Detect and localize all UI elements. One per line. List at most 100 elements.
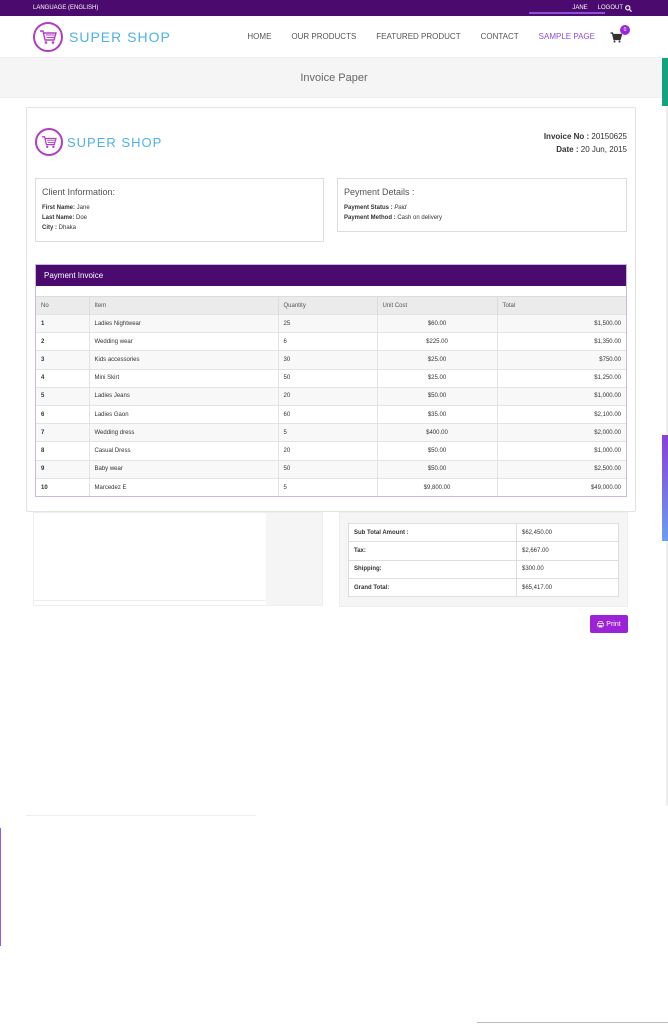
row-unit-cost: $25.00 <box>377 368 498 388</box>
info-row: Client Information: First Name: Jane Las… <box>27 156 635 242</box>
table-row: 4 Mini Skirt 50 $25.00 $1,250.00 <box>36 368 626 388</box>
row-quantity: 60 <box>278 404 378 424</box>
brand-logo[interactable]: SUPER SHOP <box>33 21 171 52</box>
totals-label: Shipping: <box>348 559 517 579</box>
row-quantity: 20 <box>278 386 378 406</box>
logout-label[interactable]: LOGOUT <box>597 5 623 11</box>
totals-box: Sub Total Amount : $62,450.00 Tax: $2,667.0… <box>339 512 628 607</box>
row-unit-cost: $225.00 <box>377 332 498 351</box>
first-name-value: Jane <box>75 205 90 211</box>
row-unit-cost: $400.00 <box>377 423 498 442</box>
row-unit-cost: $35.00 <box>377 404 498 424</box>
col-unit-cost: Unit Cost <box>377 296 498 315</box>
totals-label: Sub Total Amount : <box>348 522 517 543</box>
col-quantity: Quantity <box>278 296 378 315</box>
invoice-card: SUPER SHOP Invoice No : 20150625 Date : … <box>26 107 636 512</box>
page-title: Invoice Paper <box>300 71 368 84</box>
footer-divider <box>26 815 256 816</box>
invoice-number: Invoice No : 20150625 <box>544 130 627 143</box>
cart-button[interactable]: 0 <box>610 25 630 48</box>
top-bar-right: JANE LOGOUT <box>572 4 632 12</box>
client-first-name: First Name: Jane <box>42 203 317 213</box>
client-info-box: Client Information: First Name: Jane Las… <box>35 178 324 242</box>
print-label[interactable]: Print <box>606 620 621 628</box>
row-item: Ladies Gaon <box>89 404 279 424</box>
logout-link[interactable]: LOGOUT <box>597 4 632 12</box>
nav-our-products[interactable]: OUR PRODUCTS <box>291 32 357 41</box>
row-item: Mini Skirt <box>89 368 279 388</box>
payment-status-value: Paid <box>392 205 407 211</box>
col-no: No <box>36 296 90 315</box>
totals-row: Shipping: $300.00 <box>348 559 619 579</box>
row-no: 3 <box>36 350 90 370</box>
row-total: $2,100.00 <box>497 404 626 424</box>
nav-sample-page[interactable]: SAMPLE PAGE <box>528 12 606 41</box>
totals-row: Sub Total Amount : $62,450.00 <box>348 522 619 543</box>
notes-area-side <box>266 513 322 605</box>
invoice-number-value: 20150625 <box>589 132 627 141</box>
table-row: 3 Kids accessories 30 $25.00 $750.00 <box>36 350 626 370</box>
col-item: Item <box>89 296 279 315</box>
right-edge-accent <box>662 58 668 106</box>
totals-label: Tax: <box>348 541 517 561</box>
row-quantity: 50 <box>278 459 378 479</box>
row-quantity: 25 <box>278 313 378 333</box>
row-quantity: 5 <box>278 477 378 497</box>
row-total: $1,000.00 <box>497 386 626 406</box>
main-nav: HOME OUR PRODUCTS FEATURED PRODUCT CONTA… <box>237 12 606 41</box>
row-quantity: 5 <box>278 423 378 442</box>
totals-body: Sub Total Amount : $62,450.00 Tax: $2,667.0… <box>348 522 619 598</box>
payment-details-heading: Peyment Details : <box>344 187 415 197</box>
row-no: 5 <box>36 386 90 406</box>
city-value: Dhaka <box>57 225 77 231</box>
search-icon[interactable] <box>625 4 632 12</box>
page-title-bar: Invoice Paper <box>0 58 668 98</box>
row-quantity: 30 <box>278 350 378 370</box>
invoice-items-body: 1 Ladies Nightwear 25 $60.00 $1,500.00 2 Weddi… <box>36 313 626 497</box>
print-button[interactable]: Print <box>590 615 628 633</box>
totals-row: Tax: $2,667.00 <box>348 541 619 561</box>
last-name-value: Doe <box>74 215 88 221</box>
row-item: Marcedez E <box>89 477 279 497</box>
row-item: Ladies Jeans <box>89 386 279 406</box>
table-row: 8 Casual Dress 20 $50.00 $1,000.00 <box>36 441 626 460</box>
right-scroll-indicator[interactable] <box>662 435 668 541</box>
language-selector[interactable]: LANGUAGE (ENGLISH) <box>33 5 99 11</box>
main-navbar: SUPER SHOP HOME OUR PRODUCTS FEATURED PR… <box>0 12 668 58</box>
user-link[interactable]: JANE <box>572 5 588 11</box>
notes-area-inner <box>34 513 266 601</box>
nav-contact[interactable]: CONTACT <box>480 32 519 41</box>
row-total: $2,000.00 <box>497 423 626 442</box>
row-total: $1,350.00 <box>497 332 626 351</box>
city-label: City : <box>42 225 57 231</box>
row-item: Kids accessories <box>89 350 279 370</box>
row-no: 2 <box>36 332 90 351</box>
row-no: 8 <box>36 441 90 460</box>
payment-invoice-panel: Payment Invoice No Item Quantity Unit Co… <box>35 264 627 498</box>
top-bar: LANGUAGE (ENGLISH) JANE LOGOUT <box>0 0 668 16</box>
payment-status-label: Payment Status : <box>344 205 393 211</box>
row-quantity: 6 <box>278 332 378 351</box>
row-unit-cost: $9,800.00 <box>377 477 498 497</box>
row-unit-cost: $50.00 <box>377 459 498 479</box>
row-item: Wedding dress <box>89 423 279 442</box>
first-name-label: First Name: <box>42 205 76 211</box>
table-row: 6 Ladies Gaon 60 $35.00 $2,100.00 <box>36 404 626 424</box>
payment-invoice-body: No Item Quantity Unit Cost Total 1 Ladies… <box>36 286 626 497</box>
table-row: 2 Wedding wear 6 $225.00 $1,350.00 <box>36 332 626 351</box>
client-info-heading: Client Information: <box>42 187 116 197</box>
totals-label: Grand Total: <box>348 577 517 598</box>
nav-home[interactable]: HOME <box>247 32 272 41</box>
left-edge-line <box>0 828 1 946</box>
totals-value: $65,417.00 <box>516 577 619 598</box>
row-no: 4 <box>36 368 90 388</box>
row-no: 6 <box>36 404 90 424</box>
row-no: 9 <box>36 459 90 479</box>
totals-value: $300.00 <box>516 559 619 579</box>
row-unit-cost: $60.00 <box>377 313 498 333</box>
row-item: Ladies Nightwear <box>89 313 279 333</box>
row-total: $750.00 <box>497 350 626 370</box>
totals-value: $2,667.00 <box>516 541 619 561</box>
payment-method-label: Payment Method : <box>344 215 396 221</box>
nav-featured-product[interactable]: FEATURED PRODUCT <box>376 32 461 41</box>
